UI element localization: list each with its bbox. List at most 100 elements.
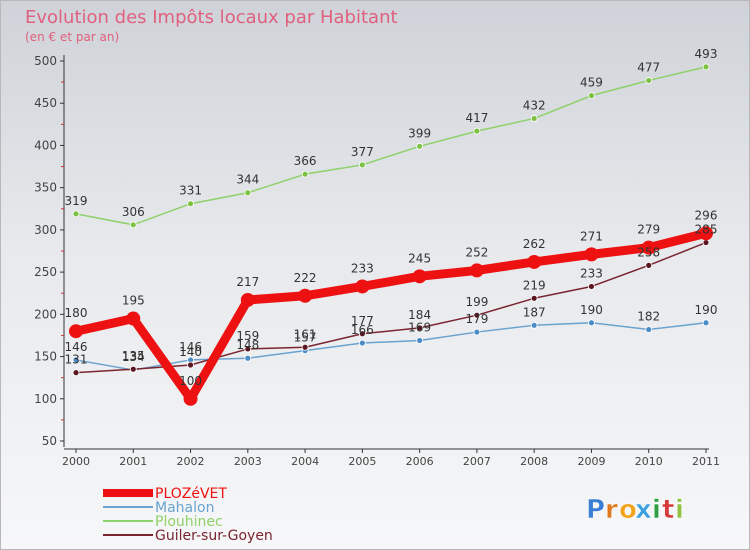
data-label-mahalon: 146 [65, 340, 88, 354]
logo-letter: i [675, 495, 684, 525]
chart-subtitle: (en € et par an) [25, 30, 119, 44]
data-label-plouhinec: 432 [523, 98, 546, 112]
legend-label: Mahalon [155, 500, 214, 516]
axes: 50 100 150 200 250 300 350 400 450 500 2000 2001 200… [34, 54, 720, 468]
data-label-mahalon: 157 [294, 331, 317, 345]
y-tick-label: 150 [34, 350, 57, 364]
data-label-plouhinec: 459 [580, 76, 603, 90]
data-point-plouhinec [358, 161, 366, 169]
legend-label: PLOZéVET [155, 486, 227, 502]
data-point-plouhinec [702, 63, 710, 71]
x-tick-label: 2003 [234, 455, 262, 468]
data-label-ploz-vet: 195 [122, 294, 145, 308]
data-label-mahalon: 166 [351, 323, 374, 337]
data-label-ploz-vet: 233 [351, 261, 374, 275]
data-labels: 3193063313443663773994174324594774931461… [65, 47, 718, 388]
y-tick-label: 350 [34, 181, 57, 195]
data-label-mahalon: 146 [179, 340, 202, 354]
data-point-plouhinec [530, 115, 538, 122]
data-label-mahalon: 182 [637, 310, 660, 324]
data-label-plouhinec: 477 [637, 60, 660, 74]
data-label-plouhinec: 399 [408, 126, 431, 140]
chart-title: Evolution des Impôts locaux par Habitant [25, 7, 398, 28]
data-label-mahalon: 190 [695, 303, 718, 317]
x-tick-label: 2001 [119, 455, 147, 468]
data-point-ploz-vet [355, 279, 370, 294]
x-tick-label: 2011 [692, 455, 720, 468]
data-label-plouhinec: 331 [179, 184, 202, 198]
data-label-plouhinec: 319 [65, 194, 88, 208]
series-line-plouhinec [75, 66, 707, 226]
data-label-guiler-sur-goyen: 140 [179, 345, 202, 359]
data-label-ploz-vet: 245 [408, 251, 431, 265]
data-label-mahalon: 148 [236, 338, 259, 352]
data-label-plouhinec: 417 [465, 111, 488, 125]
data-label-ploz-vet: 217 [236, 275, 259, 289]
data-label-mahalon: 169 [408, 321, 431, 335]
data-point-plouhinec [187, 200, 194, 208]
data-point-mahalon [702, 319, 710, 327]
data-label-ploz-vet: 252 [465, 245, 488, 259]
data-label-ploz-vet: 271 [580, 229, 603, 243]
data-label-guiler-sur-goyen: 177 [351, 314, 374, 328]
series-line-ploz-vet [71, 228, 711, 404]
data-label-plouhinec: 344 [236, 173, 259, 187]
data-point-guiler-sur-goyen [129, 365, 137, 373]
data-label-mahalon: 190 [580, 303, 603, 317]
y-tick-label: 200 [34, 307, 57, 321]
legend-label: Guiler-sur-Goyen [155, 528, 273, 544]
data-point-guiler-sur-goyen [473, 311, 481, 319]
data-point-ploz-vet [126, 311, 141, 326]
x-tick-label: 2002 [177, 455, 205, 468]
data-label-guiler-sur-goyen: 161 [294, 327, 317, 341]
data-point-ploz-vet [469, 263, 484, 278]
y-tick-label: 300 [34, 223, 57, 237]
data-point-plouhinec [645, 77, 653, 84]
x-tick-label: 2008 [520, 455, 548, 468]
data-point-plouhinec [72, 210, 80, 218]
logo-letter: P [586, 495, 605, 525]
y-tick-label: 500 [34, 54, 57, 68]
x-tick-label: 2005 [348, 455, 376, 468]
data-point-guiler-sur-goyen [301, 343, 309, 351]
data-point-plouhinec [473, 127, 481, 135]
data-point-ploz-vet [412, 269, 427, 284]
data-point-mahalon [530, 321, 538, 329]
x-tick-label: 2000 [62, 455, 90, 468]
series-line-guiler-sur-goyen [75, 241, 707, 374]
data-point-guiler-sur-goyen [645, 261, 653, 269]
x-tick-label: 2004 [291, 455, 319, 468]
data-label-guiler-sur-goyen: 285 [695, 223, 718, 237]
y-tick-label: 450 [34, 96, 57, 110]
data-point-guiler-sur-goyen [244, 345, 252, 353]
series-markers [69, 63, 713, 406]
data-label-plouhinec: 306 [122, 205, 145, 219]
data-label-ploz-vet: 100 [179, 374, 202, 388]
x-tick-label: 2009 [577, 455, 605, 468]
data-point-guiler-sur-goyen [530, 294, 538, 302]
data-point-mahalon [244, 354, 252, 362]
data-label-guiler-sur-goyen: 219 [523, 278, 546, 292]
data-point-mahalon [72, 356, 80, 364]
data-label-guiler-sur-goyen: 258 [637, 245, 660, 259]
data-point-ploz-vet [298, 288, 313, 303]
data-point-mahalon [473, 328, 481, 336]
data-label-mahalon: 179 [465, 312, 488, 326]
data-point-mahalon [358, 339, 366, 347]
x-tick-label: 2006 [406, 455, 434, 468]
data-point-ploz-vet [527, 254, 542, 269]
data-label-ploz-vet: 180 [65, 306, 88, 320]
logo-letter: o [619, 495, 637, 525]
data-label-guiler-sur-goyen: 159 [236, 329, 259, 343]
data-label-ploz-vet: 222 [294, 271, 317, 285]
y-tick-label: 50 [42, 434, 57, 448]
data-point-plouhinec [301, 170, 309, 178]
data-point-plouhinec [244, 189, 252, 197]
data-point-guiler-sur-goyen [72, 369, 80, 377]
logo-letter: i [652, 495, 661, 525]
data-label-guiler-sur-goyen: 135 [122, 349, 145, 363]
